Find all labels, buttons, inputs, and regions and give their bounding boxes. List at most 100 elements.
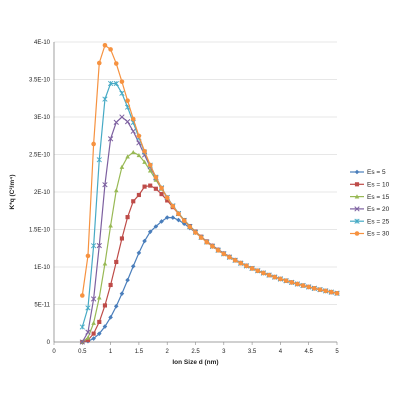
point-marker bbox=[85, 253, 91, 259]
point-marker bbox=[113, 61, 119, 66]
point-marker bbox=[96, 60, 102, 66]
legend-item: Es = 25 bbox=[350, 218, 390, 225]
point-marker bbox=[102, 96, 108, 102]
point-marker bbox=[255, 268, 261, 274]
point-marker bbox=[113, 80, 119, 87]
point-marker bbox=[96, 157, 102, 163]
point-marker bbox=[131, 199, 136, 204]
point-marker bbox=[215, 248, 221, 253]
point-marker bbox=[204, 239, 210, 245]
y-axis-title: K*q (C²/m⁴) bbox=[9, 175, 16, 210]
legend-label: Es = 10 bbox=[367, 182, 390, 189]
point-marker bbox=[354, 206, 360, 212]
point-marker bbox=[108, 282, 113, 288]
point-marker bbox=[124, 119, 131, 125]
point-marker bbox=[142, 159, 147, 164]
point-marker bbox=[142, 184, 147, 189]
x-tick-label: 4.5 bbox=[305, 349, 314, 355]
point-marker bbox=[119, 164, 125, 169]
x-tick-label: 1.5 bbox=[135, 349, 144, 355]
x-tick-label: 0.5 bbox=[78, 349, 87, 355]
legend-item: Es = 10 bbox=[350, 182, 390, 189]
point-marker bbox=[148, 183, 153, 188]
point-marker bbox=[119, 79, 125, 84]
point-marker bbox=[85, 338, 91, 343]
point-marker bbox=[125, 215, 130, 220]
point-marker bbox=[317, 287, 323, 292]
point-marker bbox=[96, 295, 102, 300]
point-marker bbox=[113, 119, 119, 125]
point-marker bbox=[272, 274, 278, 280]
y-tick-label: 5E-11 bbox=[34, 303, 50, 309]
point-marker bbox=[170, 215, 176, 220]
point-marker bbox=[102, 303, 108, 308]
point-marker bbox=[329, 289, 334, 295]
point-marker bbox=[85, 329, 91, 335]
point-marker bbox=[79, 339, 85, 345]
point-marker bbox=[147, 162, 153, 168]
point-marker bbox=[142, 238, 147, 244]
point-marker bbox=[176, 217, 181, 223]
series-group bbox=[79, 42, 340, 345]
point-marker bbox=[295, 281, 300, 287]
point-marker bbox=[354, 231, 360, 236]
y-tick-label: 2.5E-10 bbox=[29, 153, 51, 159]
point-marker bbox=[85, 335, 91, 340]
y-tick-label: 2E-10 bbox=[34, 190, 51, 196]
point-marker bbox=[108, 315, 113, 320]
point-marker bbox=[354, 194, 360, 199]
point-marker bbox=[90, 296, 97, 302]
point-marker bbox=[164, 195, 170, 200]
point-marker bbox=[102, 324, 108, 329]
point-marker bbox=[221, 251, 227, 257]
y-tick-label: 3E-10 bbox=[34, 115, 51, 121]
axes bbox=[53, 42, 338, 345]
point-marker bbox=[91, 331, 96, 336]
point-marker bbox=[278, 276, 283, 282]
legend-item: Es = 30 bbox=[350, 231, 390, 238]
point-marker bbox=[136, 250, 142, 256]
point-marker bbox=[119, 90, 125, 96]
point-marker bbox=[153, 224, 159, 229]
point-marker bbox=[323, 288, 328, 294]
x-tick-label: 2.5 bbox=[191, 349, 200, 355]
point-marker bbox=[91, 336, 96, 341]
x-tick-label: 1 bbox=[109, 349, 113, 355]
y-tick-label: 1E-10 bbox=[34, 265, 51, 271]
x-tick-label: 2 bbox=[166, 349, 170, 355]
point-marker bbox=[102, 182, 108, 188]
y-tick-label: 1.5E-10 bbox=[29, 228, 51, 234]
point-marker bbox=[232, 258, 238, 263]
point-marker bbox=[283, 278, 289, 284]
x-tick-label: 4 bbox=[279, 349, 283, 355]
point-marker bbox=[91, 243, 97, 249]
point-marker bbox=[147, 229, 153, 235]
x-axis-title: Ion Size d (nm) bbox=[172, 359, 218, 366]
point-marker bbox=[312, 286, 317, 291]
point-marker bbox=[136, 152, 142, 158]
point-marker bbox=[136, 133, 142, 139]
point-marker bbox=[159, 192, 164, 197]
x-tick-label: 3 bbox=[222, 349, 226, 355]
point-marker bbox=[153, 174, 159, 180]
legend-label: Es = 25 bbox=[367, 218, 390, 225]
point-marker bbox=[147, 168, 153, 173]
point-marker bbox=[181, 218, 187, 224]
point-marker bbox=[249, 266, 255, 271]
point-marker bbox=[125, 277, 130, 283]
point-marker bbox=[96, 331, 102, 336]
point-marker bbox=[79, 324, 85, 330]
point-marker bbox=[97, 319, 102, 325]
point-marker bbox=[354, 169, 360, 175]
point-marker bbox=[102, 42, 108, 48]
tick-labels: 0 5E-11 1E-10 1.5E-10 2E-10 2.5E-10 3E-10 3.5E-… bbox=[29, 40, 339, 355]
point-marker bbox=[164, 215, 170, 220]
y-tick-label: 3.5E-10 bbox=[29, 78, 51, 84]
point-marker bbox=[176, 211, 181, 217]
x-tick-label: 5 bbox=[335, 349, 339, 355]
point-marker bbox=[108, 223, 113, 228]
point-marker bbox=[136, 192, 141, 198]
point-marker bbox=[91, 320, 96, 325]
point-marker bbox=[261, 270, 266, 276]
